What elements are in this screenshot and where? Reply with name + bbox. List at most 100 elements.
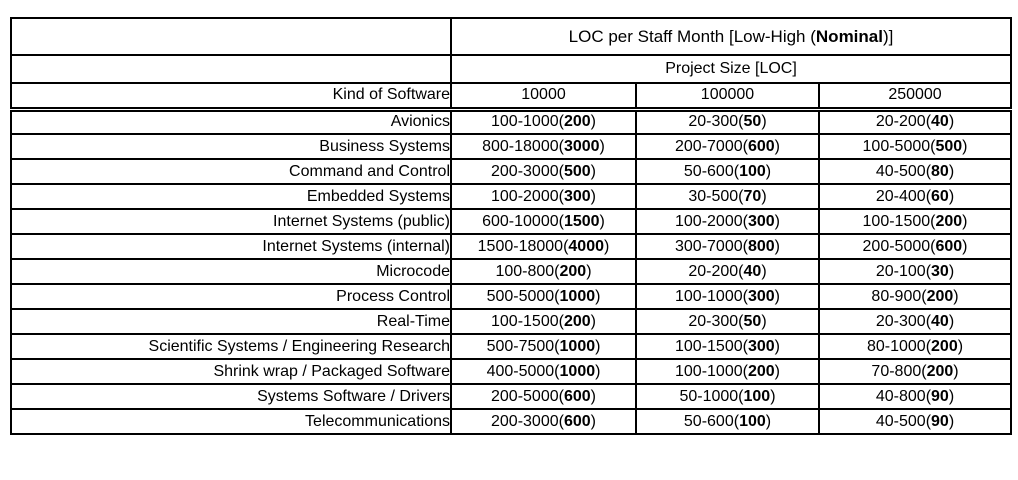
loc-nominal-text: 100 bbox=[739, 162, 766, 180]
title-text: LOC per Staff Month [Low-High ( bbox=[568, 26, 816, 46]
loc-range-text: 500-5000( bbox=[486, 287, 560, 305]
loc-range-text: 100-1000( bbox=[675, 287, 748, 305]
size-column-header-100000: 100000 bbox=[635, 82, 820, 112]
loc-nominal-text: 200 bbox=[926, 362, 954, 380]
table-row: Internet Systems (internal) 1500-18000(40… bbox=[10, 233, 1013, 260]
table-row: Systems Software / Drivers 200-5000(600) 5… bbox=[10, 383, 1013, 410]
loc-range-text: 20-300( bbox=[688, 312, 744, 330]
loc-range-close-text: ) bbox=[590, 312, 596, 330]
project-size-header-row: Project Size [LOC] bbox=[10, 54, 1013, 84]
loc-range-close-text: ) bbox=[948, 113, 955, 131]
loc-range-cell: 30-500(70) bbox=[635, 183, 820, 210]
loc-range-close-text: ) bbox=[774, 212, 780, 230]
kind-of-software-cell: Avionics bbox=[10, 108, 452, 135]
loc-range-close-text: ) bbox=[590, 387, 596, 405]
document-page: LOC per Staff Month [Low-High (Nominal)]… bbox=[10, 17, 1013, 435]
loc-range-cell: 200-3000(500) bbox=[450, 158, 637, 185]
loc-range-close-text: ) bbox=[595, 287, 601, 305]
loc-range-cell: 20-100(30) bbox=[817, 258, 1013, 285]
loc-range-text: 500-7500( bbox=[486, 337, 560, 355]
loc-nominal-text: 100 bbox=[743, 387, 771, 405]
loc-range-close-text: ) bbox=[595, 362, 601, 380]
loc-range-close-text: ) bbox=[774, 337, 780, 355]
loc-range-close-text: ) bbox=[774, 237, 780, 255]
loc-range-close-text: ) bbox=[770, 387, 776, 405]
loc-range-close-text: ) bbox=[765, 162, 772, 180]
loc-nominal-text: 3000 bbox=[563, 137, 600, 155]
loc-range-close-text: ) bbox=[590, 113, 596, 131]
loc-range-cell: 20-300(50) bbox=[635, 108, 820, 135]
loc-range-text: 300-7000( bbox=[675, 237, 748, 255]
loc-nominal-text: 600 bbox=[747, 137, 775, 155]
loc-nominal-text: 100 bbox=[739, 412, 766, 430]
loc-range-cell: 100-1500(200) bbox=[450, 308, 637, 335]
loc-range-cell: 100-2000(300) bbox=[635, 208, 820, 235]
loc-range-cell: 1500-18000(4000) bbox=[450, 233, 637, 260]
loc-range-close-text: ) bbox=[948, 387, 955, 405]
loc-range-text: 20-200( bbox=[688, 262, 744, 280]
loc-range-text: 40-500( bbox=[875, 162, 932, 180]
table-title: LOC per Staff Month [Low-High (Nominal)] bbox=[449, 17, 1013, 56]
loc-range-text: 20-400( bbox=[875, 187, 932, 205]
loc-range-cell: 400-5000(1000) bbox=[450, 358, 637, 385]
loc-range-text: 100-1000( bbox=[491, 113, 564, 131]
loc-range-close-text: ) bbox=[962, 137, 968, 155]
loc-range-cell: 800-18000(3000) bbox=[450, 133, 637, 160]
loc-range-cell: 50-600(100) bbox=[635, 408, 820, 435]
loc-range-close-text: ) bbox=[948, 262, 955, 280]
project-size-header: Project Size [LOC] bbox=[449, 54, 1013, 84]
loc-range-close-text: ) bbox=[599, 212, 605, 230]
kind-of-software-cell: Business Systems bbox=[10, 133, 452, 160]
kind-of-software-cell: Systems Software / Drivers bbox=[10, 383, 452, 410]
loc-range-text: 50-1000( bbox=[679, 387, 744, 405]
loc-range-text: 200-5000( bbox=[491, 387, 564, 405]
loc-nominal-text: 200 bbox=[931, 337, 958, 355]
loc-range-cell: 200-7000(600) bbox=[635, 133, 820, 160]
loc-range-text: 80-1000( bbox=[866, 337, 932, 355]
loc-range-close-text: ) bbox=[765, 412, 772, 430]
loc-range-text: 100-2000( bbox=[491, 187, 564, 205]
title-suffix-text: )] bbox=[882, 26, 894, 46]
loc-range-close-text: ) bbox=[962, 237, 968, 255]
loc-range-text: 100-1500( bbox=[675, 337, 748, 355]
loc-nominal-text: 600 bbox=[563, 412, 591, 430]
loc-nominal-text: 200 bbox=[559, 262, 587, 280]
loc-nominal-text: 40 bbox=[743, 262, 762, 280]
loc-range-cell: 20-400(60) bbox=[817, 183, 1013, 210]
kind-of-software-cell: Telecommunications bbox=[10, 408, 452, 435]
loc-range-cell: 40-500(80) bbox=[817, 158, 1013, 185]
kind-of-software-cell: Internet Systems (public) bbox=[10, 208, 452, 235]
loc-range-text: 50-600( bbox=[683, 162, 740, 180]
loc-range-cell: 500-7500(1000) bbox=[450, 333, 637, 360]
loc-range-close-text: ) bbox=[948, 162, 955, 180]
loc-range-cell: 20-200(40) bbox=[817, 108, 1013, 135]
loc-range-text: 200-3000( bbox=[491, 162, 564, 180]
loc-range-text: 70-800( bbox=[871, 362, 927, 380]
table-row: Shrink wrap / Packaged Software 400-5000(… bbox=[10, 358, 1013, 385]
loc-range-close-text: ) bbox=[962, 212, 968, 230]
loc-range-cell: 200-5000(600) bbox=[450, 383, 637, 410]
loc-range-text: 200-3000( bbox=[491, 412, 564, 430]
table-row: Embedded Systems 100-2000(300) 30-500(70) 2… bbox=[10, 183, 1013, 210]
loc-nominal-text: 80 bbox=[931, 162, 949, 180]
loc-range-close-text: ) bbox=[590, 187, 596, 205]
loc-range-text: 20-300( bbox=[875, 312, 932, 330]
column-headers-row: Kind of Software 10000 100000 250000 bbox=[10, 82, 1013, 112]
loc-nominal-text: 200 bbox=[926, 287, 954, 305]
loc-range-close-text: ) bbox=[590, 412, 596, 430]
loc-range-text: 50-600( bbox=[683, 412, 740, 430]
kind-of-software-cell: Microcode bbox=[10, 258, 452, 285]
loc-range-close-text: ) bbox=[604, 237, 610, 255]
loc-nominal-text: 300 bbox=[747, 287, 775, 305]
loc-range-text: 200-5000( bbox=[862, 237, 936, 255]
loc-range-cell: 80-900(200) bbox=[817, 283, 1013, 310]
loc-range-close-text: ) bbox=[957, 337, 964, 355]
loc-range-text: 40-500( bbox=[875, 412, 932, 430]
loc-range-close-text: ) bbox=[590, 162, 596, 180]
loc-nominal-text: 200 bbox=[563, 113, 591, 131]
loc-nominal-text: 600 bbox=[563, 387, 591, 405]
loc-nominal-text: 600 bbox=[935, 237, 963, 255]
loc-range-cell: 20-300(40) bbox=[817, 308, 1013, 335]
loc-nominal-text: 1000 bbox=[559, 362, 596, 380]
loc-range-cell: 80-1000(200) bbox=[817, 333, 1013, 360]
